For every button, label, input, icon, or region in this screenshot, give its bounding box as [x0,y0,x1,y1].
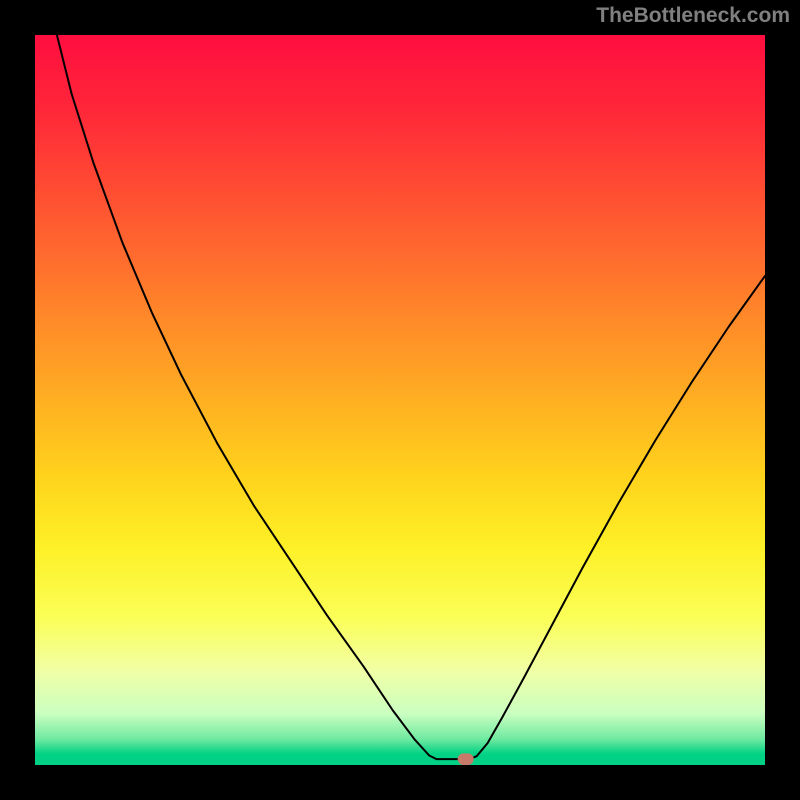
current-config-marker [458,753,474,765]
gradient-background [35,35,765,765]
watermark-text: TheBottleneck.com [596,4,790,28]
chart-frame: TheBottleneck.com [0,0,800,800]
bottleneck-chart [0,0,800,800]
